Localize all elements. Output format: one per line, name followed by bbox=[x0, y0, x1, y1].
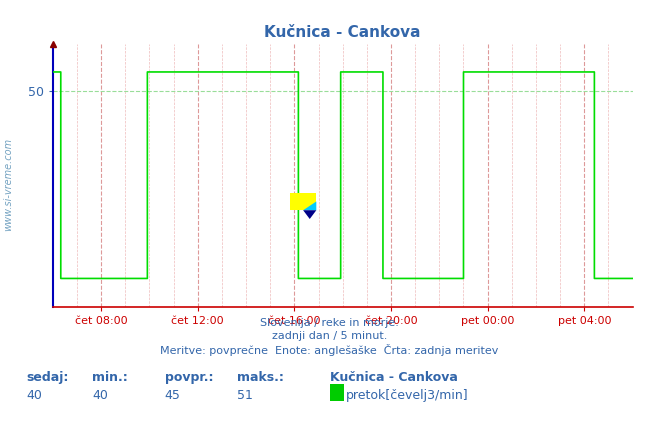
Text: Kučnica - Cankova: Kučnica - Cankova bbox=[330, 371, 457, 384]
Text: www.si-vreme.com: www.si-vreme.com bbox=[3, 138, 13, 230]
Text: Meritve: povprečne  Enote: anglešaške  Črta: zadnja meritev: Meritve: povprečne Enote: anglešaške Črt… bbox=[160, 344, 499, 356]
Text: min.:: min.: bbox=[92, 371, 128, 384]
Text: pretok[čevelj3/min]: pretok[čevelj3/min] bbox=[346, 389, 469, 402]
Text: 51: 51 bbox=[237, 389, 253, 402]
Title: Kučnica - Cankova: Kučnica - Cankova bbox=[264, 25, 421, 40]
Text: sedaj:: sedaj: bbox=[26, 371, 69, 384]
Text: zadnji dan / 5 minut.: zadnji dan / 5 minut. bbox=[272, 331, 387, 341]
Text: 45: 45 bbox=[165, 389, 181, 402]
Text: povpr.:: povpr.: bbox=[165, 371, 214, 384]
Text: maks.:: maks.: bbox=[237, 371, 284, 384]
Text: Slovenija / reke in morje.: Slovenija / reke in morje. bbox=[260, 318, 399, 328]
Text: 40: 40 bbox=[92, 389, 108, 402]
Text: 40: 40 bbox=[26, 389, 42, 402]
